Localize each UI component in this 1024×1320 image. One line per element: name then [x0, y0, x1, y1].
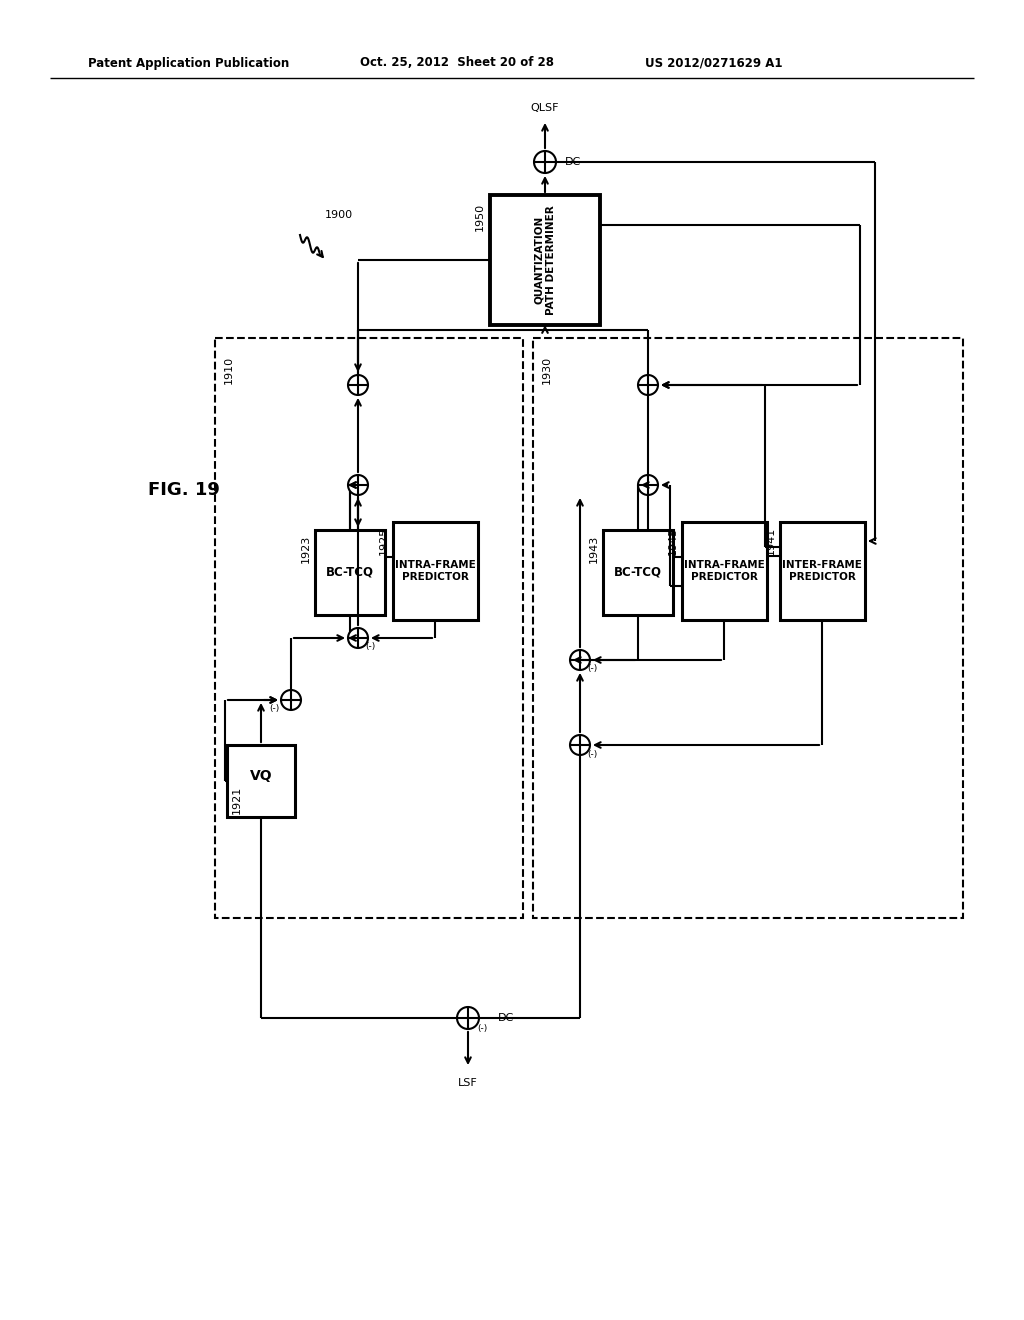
Bar	[682, 521, 767, 620]
Text: 1950: 1950	[475, 203, 485, 231]
Text: QUANTIZATION
PATH DETERMINER: QUANTIZATION PATH DETERMINER	[535, 205, 556, 315]
Text: INTRA-FRAME
PREDICTOR: INTRA-FRAME PREDICTOR	[684, 560, 764, 582]
Text: QLSF: QLSF	[530, 103, 559, 114]
Text: DC: DC	[565, 157, 582, 168]
Text: BC-TCQ: BC-TCQ	[326, 565, 374, 578]
Text: 1921: 1921	[232, 785, 242, 814]
Text: VQ: VQ	[250, 770, 272, 783]
Circle shape	[281, 690, 301, 710]
Text: LSF: LSF	[458, 1078, 478, 1088]
Bar	[227, 744, 295, 817]
Text: Patent Application Publication: Patent Application Publication	[88, 57, 289, 70]
Text: INTER-FRAME
PREDICTOR: INTER-FRAME PREDICTOR	[782, 560, 862, 582]
Bar	[603, 531, 673, 615]
Circle shape	[570, 735, 590, 755]
Circle shape	[638, 475, 658, 495]
Bar	[315, 531, 385, 615]
Text: DC: DC	[498, 1012, 514, 1023]
Text: (-): (-)	[587, 664, 597, 673]
Bar	[490, 195, 600, 325]
Text: FIG. 19: FIG. 19	[148, 480, 220, 499]
Circle shape	[534, 150, 556, 173]
Circle shape	[348, 628, 368, 648]
Bar	[780, 521, 865, 620]
Text: 1910: 1910	[224, 356, 234, 384]
Text: 1945: 1945	[668, 527, 678, 556]
Circle shape	[457, 1007, 479, 1030]
Circle shape	[638, 375, 658, 395]
Bar	[534, 338, 963, 917]
Text: US 2012/0271629 A1: US 2012/0271629 A1	[645, 57, 782, 70]
Text: (-): (-)	[268, 705, 279, 714]
Text: (-): (-)	[365, 643, 375, 652]
Text: (-): (-)	[587, 750, 597, 759]
Text: 1941: 1941	[766, 527, 776, 556]
Text: 1930: 1930	[542, 356, 552, 384]
Text: 1943: 1943	[589, 535, 599, 564]
Bar	[215, 338, 523, 917]
Text: Oct. 25, 2012  Sheet 20 of 28: Oct. 25, 2012 Sheet 20 of 28	[360, 57, 554, 70]
Circle shape	[348, 475, 368, 495]
Text: 1925: 1925	[379, 527, 389, 556]
Text: 1923: 1923	[301, 535, 311, 564]
Circle shape	[570, 649, 590, 671]
Circle shape	[348, 375, 368, 395]
Bar	[393, 521, 478, 620]
Text: BC-TCQ: BC-TCQ	[614, 565, 662, 578]
Text: INTRA-FRAME
PREDICTOR: INTRA-FRAME PREDICTOR	[394, 560, 475, 582]
Text: (-): (-)	[477, 1023, 487, 1032]
Text: 1900: 1900	[325, 210, 353, 220]
